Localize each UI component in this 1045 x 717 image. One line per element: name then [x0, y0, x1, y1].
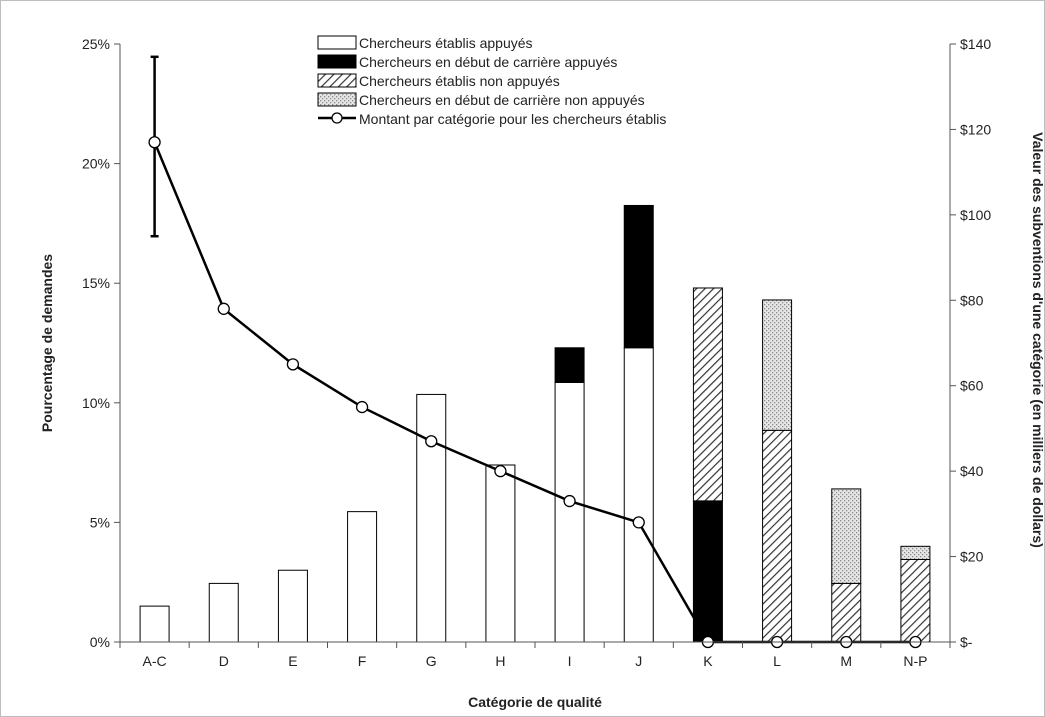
amount-marker-d: [217, 302, 230, 315]
amount-marker-j: [632, 516, 645, 529]
x-tick-label-g: G: [426, 653, 437, 669]
y-right-tick-label: $-: [960, 634, 973, 650]
x-tick-label-k: K: [703, 653, 713, 669]
y-left-tick-label: 0%: [90, 634, 110, 650]
y-left-tick-label: 10%: [82, 395, 110, 411]
y-axis-right-title: Valeur des subventions d'une catégorie (…: [1030, 132, 1045, 548]
bar-k-series-3: [692, 287, 723, 502]
bar-h-series-1: [485, 464, 516, 643]
legend-swatch-4: [317, 92, 357, 107]
amount-marker-g: [425, 435, 438, 448]
legend-swatch-3: [317, 73, 357, 88]
legend-marker-swatch: [331, 112, 343, 124]
legend-label-line: Montant par catégorie pour les chercheur…: [359, 111, 666, 127]
bar-l-series-4: [762, 299, 793, 431]
x-tick-label-e: E: [288, 653, 297, 669]
x-tick-label-f: F: [358, 653, 367, 669]
x-tick-label-a-c: A-C: [143, 653, 167, 669]
amount-marker-f: [355, 400, 369, 414]
y-left-tick-label: 25%: [82, 36, 110, 52]
amount-marker-e: [286, 358, 300, 371]
bar-i-series-1: [554, 381, 585, 643]
y-axis-left-title: Pourcentage de demandes: [39, 254, 55, 432]
bar-f-series-1: [347, 511, 378, 643]
bar-m-series-4: [831, 488, 862, 584]
legend-label-2: Chercheurs en début de carrière appuyés: [359, 54, 617, 70]
bar-k-series-2: [692, 500, 723, 643]
y-right-tick-label: $40: [960, 463, 984, 479]
bar-n-p-series-3: [900, 558, 931, 643]
bar-e-series-1: [277, 569, 308, 643]
x-tick-label-d: D: [219, 653, 229, 669]
x-axis-title: Catégorie de qualité: [468, 694, 602, 710]
bar-n-p-series-4: [900, 545, 931, 560]
amount-marker-h: [494, 464, 507, 478]
bar-a-c-series-1: [139, 605, 170, 643]
legend-label-1: Chercheurs établis appuyés: [359, 35, 533, 51]
bar-d-series-1: [208, 582, 239, 643]
y-left-tick-label: 5%: [90, 514, 110, 530]
y-left-tick-label: 20%: [82, 156, 110, 172]
bar-i-series-2: [554, 347, 585, 383]
legend-swatch-2: [317, 54, 357, 69]
y-right-tick-label: $80: [960, 292, 984, 308]
y-right-tick-label: $60: [960, 378, 984, 394]
y-left-tick-label: 15%: [82, 275, 110, 291]
legend: Chercheurs établis appuyés Chercheurs en …: [317, 35, 666, 127]
legend-label-3: Chercheurs établis non appuyés: [359, 73, 560, 89]
x-tick-label-j: J: [635, 653, 642, 669]
x-tick-label-l: L: [773, 653, 781, 669]
bar-l-series-3: [762, 429, 793, 643]
amount-marker-a-c: [148, 136, 161, 149]
x-tick-label-m: M: [840, 653, 852, 669]
bar-j-series-2: [623, 204, 654, 349]
x-tick-label-n-p: N-P: [903, 653, 927, 669]
bar-j-series-1: [623, 347, 654, 643]
x-tick-label-i: I: [568, 653, 572, 669]
y-right-tick-label: $20: [960, 549, 984, 565]
axes: A-C D E F G H I J K L M N-P 0% 5% 10% 15% 20% 25% $- $20 $40…: [39, 36, 1045, 710]
y-right-tick-label: $100: [960, 207, 991, 223]
bar-m-series-3: [831, 582, 862, 643]
legend-swatch-1: [317, 35, 357, 50]
amount-marker-i: [563, 494, 576, 508]
x-tick-label-h: H: [495, 653, 505, 669]
y-right-tick-label: $120: [960, 121, 991, 137]
bar-g-series-1: [416, 393, 447, 643]
legend-label-4: Chercheurs en début de carrière non appu…: [359, 92, 645, 108]
y-right-tick-label: $140: [960, 36, 991, 52]
